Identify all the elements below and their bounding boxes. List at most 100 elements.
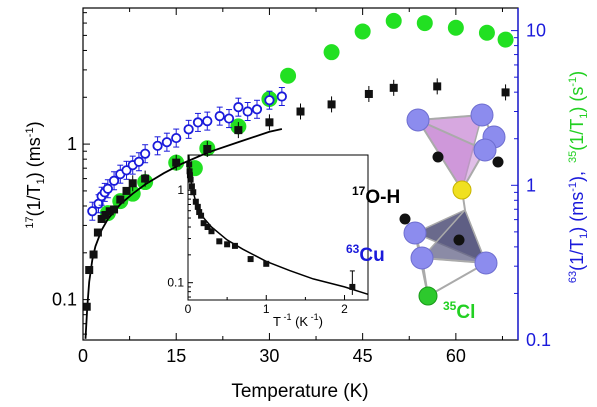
- inset-x-tick-label: 1: [263, 302, 270, 316]
- o17-data-point: [105, 207, 114, 216]
- inset-y-tick-label: 0.1: [167, 276, 184, 290]
- molecule-structure-illustration: [399, 103, 506, 306]
- copper-atom: [470, 103, 494, 127]
- inset-data-point: [192, 198, 199, 205]
- annotation-cl35-isotope: 35: [443, 299, 457, 313]
- o17-data-point: [364, 89, 373, 98]
- cu63-data-point: [140, 148, 151, 159]
- o17-data-point: [101, 211, 110, 220]
- right-y-tick-label: 0.1: [526, 330, 551, 350]
- annotation-cu63-isotope: 63: [346, 242, 360, 256]
- o17-data-point: [234, 126, 243, 135]
- right-y-tick-label: 1: [526, 175, 536, 195]
- main-data-series: [82, 12, 514, 339]
- inset-data-point: [247, 256, 254, 263]
- right-y-title-cu-part-a: (1/T: [567, 239, 587, 271]
- cu63-data-point: [183, 124, 194, 135]
- inset-x-axis-title: T -1 (K -1): [273, 312, 323, 329]
- inset-data-point: [216, 238, 223, 245]
- oxygen-atom: [432, 151, 444, 163]
- x-tick-label: 30: [259, 346, 279, 366]
- right-y-axis-title: 63(1/T1) (ms-1),35(1/T1) (s-1): [567, 71, 590, 283]
- copper-atom: [410, 246, 434, 270]
- o17-data-point: [116, 195, 125, 204]
- right-y-title-cl-isotope: 35: [567, 151, 579, 163]
- cu63-data-point: [202, 116, 213, 127]
- right-y-title-cl-subscript: 1: [578, 113, 590, 119]
- x-tick-label: 45: [353, 346, 373, 366]
- o17-data-point: [89, 250, 98, 259]
- cu63-data-point: [214, 111, 225, 122]
- cl35-data-point: [354, 23, 371, 40]
- copper-atom: [403, 221, 427, 245]
- right-y-title-cu-subscript: 1: [578, 233, 590, 239]
- left-y-title-part-c: ): [24, 121, 44, 127]
- right-y-title-cu-isotope: 63: [567, 271, 579, 283]
- annotation-o17-label: O-H: [365, 187, 400, 208]
- cl35-data-point: [416, 15, 433, 32]
- cu63-data-point: [276, 91, 287, 102]
- sulfur-atom: [452, 180, 472, 200]
- left-y-axis-title: 17(1/T1) (ms-1): [24, 121, 47, 228]
- inset-data-series: [186, 154, 369, 296]
- right-y-tick-label: 10: [526, 21, 546, 41]
- inset-data-point: [194, 203, 201, 210]
- cl35-data-point: [385, 12, 402, 29]
- o17-data-point: [122, 186, 131, 195]
- o17-data-point: [110, 205, 119, 214]
- inset-data-point: [224, 241, 231, 248]
- inset-axis-ticks: 0 1 2 0.1 1: [167, 161, 348, 316]
- left-y-title-part-a: (1/T: [24, 184, 44, 216]
- right-y-title-cl-part-b: ) (s: [567, 87, 587, 113]
- cu63-data-point: [133, 156, 145, 167]
- left-y-title-part-b: ) (ms: [24, 137, 44, 178]
- inset-data-point: [186, 168, 193, 175]
- oxygen-atom: [492, 156, 504, 168]
- annotation-cu63-label: Cu: [359, 245, 384, 266]
- inset-plot-frame: [187, 154, 369, 301]
- o17-data-point: [389, 83, 398, 92]
- inset-data-point: [196, 209, 203, 216]
- inset-data-point: [186, 172, 193, 179]
- inset-x-title-superscript-2: -1: [308, 312, 319, 322]
- cu63-data-point: [242, 106, 253, 117]
- cl35-data-point: [323, 44, 340, 61]
- oxygen-atom: [399, 213, 411, 225]
- o17-data-point: [93, 228, 102, 237]
- right-y-title-cu-superscript: -1: [567, 182, 579, 192]
- annotation-o17: 17O-H: [352, 184, 400, 208]
- x-axis-title: Temperature (K): [231, 381, 368, 402]
- right-y-title-cl-part-c: ): [567, 71, 587, 77]
- inset-data-point: [349, 283, 356, 290]
- left-y-title-isotope: 17: [24, 216, 36, 228]
- cl35-data-point: [447, 19, 464, 36]
- copper-atom: [474, 251, 498, 275]
- cu63-data-point: [233, 102, 244, 113]
- copper-atom: [406, 108, 430, 132]
- inset-data-point: [190, 189, 197, 196]
- o17-data-point: [433, 82, 442, 91]
- cu63-data-point: [251, 104, 263, 115]
- inset-y-tick-label: 1: [177, 183, 184, 197]
- cu63-data-point: [264, 95, 275, 106]
- o17-data-point: [82, 302, 91, 311]
- oxygen-atom: [453, 234, 465, 246]
- right-y-title-cu-part-b: ) (ms: [567, 192, 587, 233]
- o17-data-point: [327, 100, 336, 109]
- inset-data-point: [186, 161, 193, 168]
- o17-data-point: [203, 144, 212, 153]
- left-y-title-superscript: -1: [24, 127, 36, 137]
- left-y-tick-label: 1: [67, 134, 77, 154]
- left-y-title-subscript: 1: [35, 178, 47, 184]
- inset-data-point: [263, 260, 270, 267]
- cu63-data-point: [87, 206, 98, 217]
- annotation-cl35-label: Cl: [456, 302, 475, 323]
- annotation-cu63: 63Cu: [346, 242, 385, 266]
- inset-x-title-part-a: T: [273, 314, 281, 329]
- cu63-data-point: [108, 175, 120, 186]
- inset-data-point: [187, 176, 194, 183]
- cu63-data-point: [121, 165, 132, 176]
- cl35-data-point: [497, 31, 514, 48]
- inset-x-tick-label: 0: [185, 302, 192, 316]
